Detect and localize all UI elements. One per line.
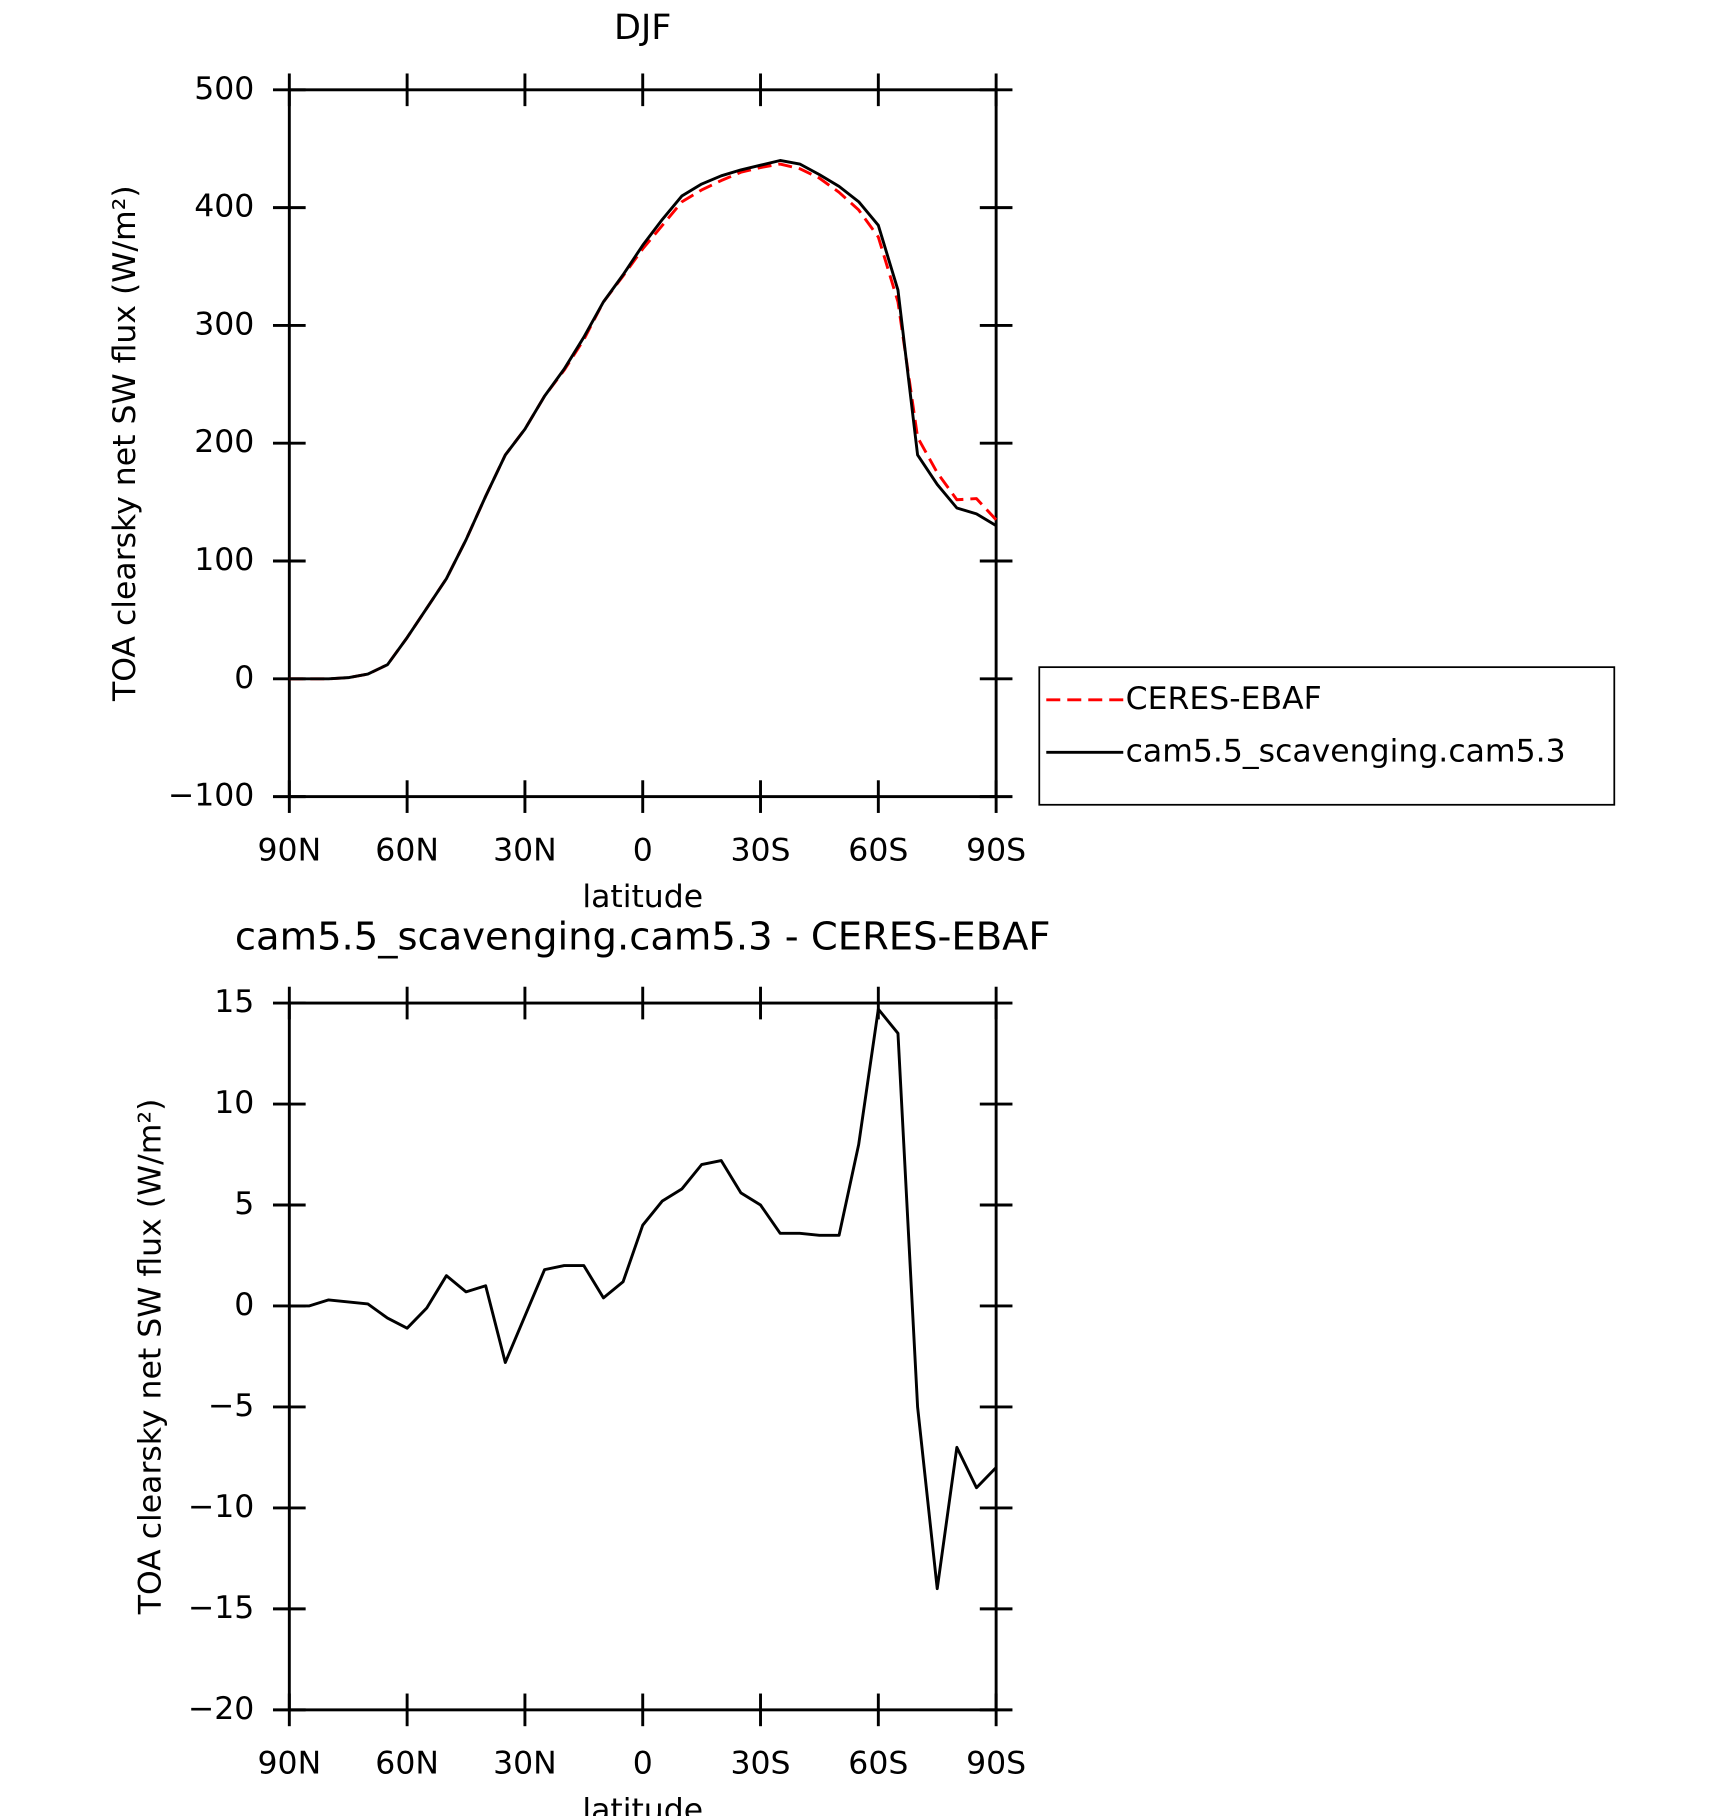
y-tick-label: 0 [234, 660, 254, 696]
data-line [289, 162, 998, 681]
plot-frame [287, 1001, 998, 1712]
y-tick-label: −20 [188, 1691, 254, 1727]
y-tick-label: −10 [188, 1489, 254, 1525]
x-tick-label: 60S [848, 832, 908, 868]
x-tick-label: 90S [966, 832, 1026, 868]
y-tick-label: 300 [194, 306, 254, 342]
x-tick-label: 60N [375, 1746, 439, 1782]
legend-label: CERES-EBAF [1126, 681, 1322, 717]
y-tick-label: 200 [194, 424, 254, 460]
x-tick-label: 90N [258, 1746, 322, 1782]
chart-title: DJF [614, 8, 671, 48]
y-tick-label: 15 [214, 984, 254, 1020]
x-axis-label: latitude [582, 879, 703, 915]
x-tick-label: 60S [848, 1746, 908, 1782]
x-tick-label: 0 [633, 832, 653, 868]
x-tick-label: 90N [258, 832, 322, 868]
y-tick-label: 400 [194, 189, 254, 225]
y-tick-label: 500 [194, 71, 254, 107]
y-tick-label: 0 [234, 1287, 254, 1323]
x-tick-label: 30N [493, 1746, 557, 1782]
y-axis-label: TOA clearsky net SW flux (W/m²) [107, 185, 143, 702]
chart-title: cam5.5_scavenging.cam5.3 - CERES-EBAF [235, 914, 1051, 959]
y-tick-label: 5 [234, 1186, 254, 1222]
data-line [289, 1007, 998, 1591]
y-tick-label: −15 [188, 1590, 254, 1626]
x-axis-label: latitude [582, 1792, 703, 1816]
x-tick-label: 90S [966, 1746, 1026, 1782]
y-tick-label: 10 [214, 1085, 254, 1121]
data-line [289, 159, 997, 681]
plot-frame [287, 88, 998, 799]
legend-box [1038, 666, 1616, 806]
legend-label: cam5.5_scavenging.cam5.3 [1126, 733, 1566, 769]
x-tick-label: 30S [730, 1746, 790, 1782]
y-tick-label: −100 [168, 778, 254, 814]
x-tick-label: 30N [493, 832, 557, 868]
y-tick-label: −5 [208, 1388, 254, 1424]
x-tick-label: 60N [375, 832, 439, 868]
x-tick-label: 0 [633, 1746, 653, 1782]
x-tick-label: 30S [730, 832, 790, 868]
y-axis-label: TOA clearsky net SW flux (W/m²) [133, 1099, 169, 1616]
y-tick-label: 100 [194, 542, 254, 578]
